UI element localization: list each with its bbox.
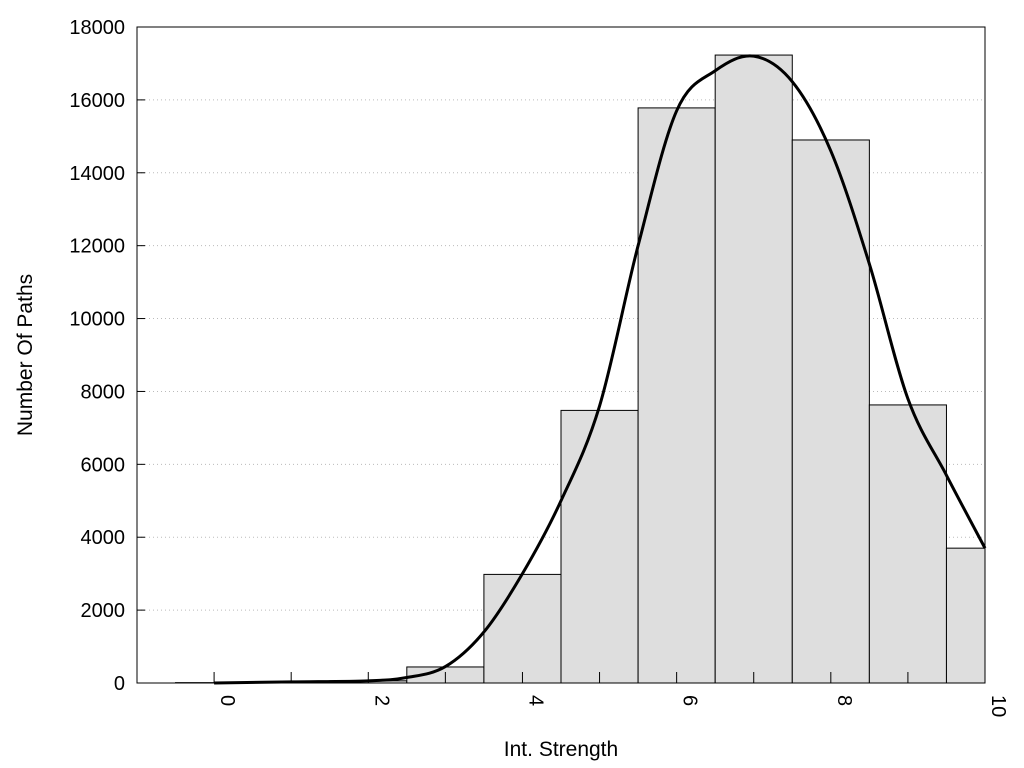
plot-frame bbox=[136, 26, 986, 684]
bar bbox=[868, 404, 947, 684]
y-tick-label: 0 bbox=[114, 673, 125, 695]
bars bbox=[175, 54, 986, 684]
x-tick-label: 4 bbox=[524, 695, 546, 706]
y-tick-label: 16000 bbox=[69, 90, 125, 112]
y-tick-label: 4000 bbox=[81, 527, 126, 549]
y-tick-label: 6000 bbox=[81, 454, 126, 476]
y-tick-label: 18000 bbox=[69, 17, 125, 39]
x-tick-label: 2 bbox=[370, 695, 392, 706]
x-tick-label: 0 bbox=[216, 695, 238, 706]
y-tick-label: 14000 bbox=[69, 163, 125, 185]
bar bbox=[714, 54, 793, 684]
x-axis-label: Int. Strength bbox=[504, 738, 618, 761]
x-tick-label: 8 bbox=[833, 695, 855, 706]
bar bbox=[637, 107, 716, 684]
y-tick-label: 8000 bbox=[81, 381, 126, 403]
y-axis: 0 2000 4000 6000 8000 10000 12000 14000 16000 180… bbox=[69, 17, 145, 695]
y-axis-label: Number Of Paths bbox=[14, 274, 37, 436]
y-tick-label: 10000 bbox=[69, 309, 125, 331]
x-axis: 0 2 4 6 8 10 bbox=[213, 672, 1009, 717]
bar bbox=[945, 547, 986, 684]
y-tick-label: 12000 bbox=[69, 236, 125, 258]
x-tick-label: 10 bbox=[987, 695, 1009, 717]
y-tick-label: 2000 bbox=[81, 600, 126, 622]
x-tick-label: 6 bbox=[679, 695, 701, 706]
bar bbox=[560, 409, 639, 684]
density-curve bbox=[214, 54, 987, 685]
bar bbox=[791, 139, 870, 684]
bar bbox=[483, 573, 562, 684]
